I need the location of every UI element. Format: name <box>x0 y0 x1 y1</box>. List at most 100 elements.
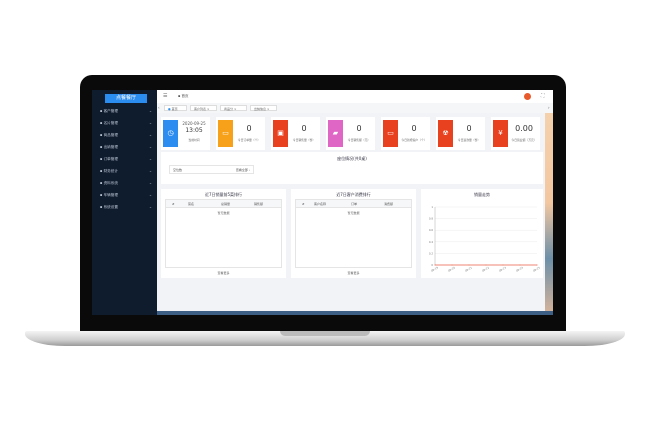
table2-header: # 客户名称 订单 消费额 <box>295 199 412 208</box>
data-point <box>485 264 487 266</box>
time: 13:05 <box>185 127 203 134</box>
table1-header: # 菜名 总销量 销售额 <box>165 199 282 208</box>
sales-trend-panel: 销量走势 0 0.2 0.4 0.6 0.8 1 09-19 09-20 09-21 09-22 0… <box>421 189 543 278</box>
col-dish: 菜名 <box>188 202 195 206</box>
sidebar-item[interactable]: ▪ 财务统计 ⌄ <box>100 167 152 175</box>
x-tick-label: 09-19 <box>430 265 439 272</box>
chevron-down-icon: ⌄ <box>148 109 152 113</box>
avatar[interactable] <box>524 93 531 100</box>
y-tick-label: 1 <box>431 205 433 209</box>
stat-card: ▣ 0 今日销售量（份） <box>271 117 320 150</box>
tab-customer-list[interactable]: 客户列表 × <box>190 105 217 111</box>
col-index: # <box>302 202 305 206</box>
col-index: # <box>172 202 175 206</box>
stat-value: 0.00 <box>515 124 533 133</box>
x-tick-label: 09-25 <box>532 265 541 272</box>
stat-card: ¥0.00 今日营业额（万元） <box>491 117 540 150</box>
tab-bar: ‹ ● 首页 客户列表 × 商品分 × 出纳信息 × › <box>157 103 553 113</box>
table2-body: 暂无数据 <box>295 208 412 268</box>
menu-toggle-icon[interactable]: ☰ <box>163 93 168 99</box>
sidebar-item[interactable]: ▪ 名片管理 ⌄ <box>100 119 152 127</box>
chevron-down-icon: ⌄ <box>148 121 152 125</box>
menu-icon: ▪ <box>100 157 104 161</box>
col-spend: 消费额 <box>384 202 394 206</box>
breadcrumb-home[interactable]: 首页 <box>181 94 189 98</box>
col-customer: 客户名称 <box>314 202 327 206</box>
data-point <box>434 264 436 266</box>
col-sales: 总销量 <box>221 202 231 206</box>
sidebar-item[interactable]: ▪ 出纳管理 ⌄ <box>100 143 152 151</box>
logo[interactable]: 点餐餐厅 <box>105 94 147 103</box>
tab-goods[interactable]: 商品分 × <box>220 105 247 111</box>
table2-title: 近7日客户消费排行 <box>336 192 371 197</box>
tab-home[interactable]: ● 首页 <box>164 105 187 111</box>
fullscreen-icon[interactable]: ⛶ <box>541 93 545 99</box>
col-amount: 销售额 <box>254 202 264 206</box>
sidebar-item[interactable]: ▪ 车辆管理 ⌄ <box>100 191 152 199</box>
data-point <box>536 264 538 266</box>
date: 2020-09-25 <box>182 121 206 126</box>
sidebar-item-label: 财务统计 <box>103 169 118 173</box>
stat-value: 0 <box>356 124 362 133</box>
overview-title: 座位情况(共0桌) <box>337 156 367 161</box>
sidebar-item-label: 车辆管理 <box>103 193 118 197</box>
empty-seat-item: 空位数 查看全部 › <box>169 165 254 174</box>
top-dishes-panel: 近7日销量前5菜排行 # 菜名 总销量 销售额 暂无数据 查看更多 <box>161 189 286 278</box>
y-tick-label: 0.6 <box>429 228 433 232</box>
stat-card: ▭ 0 今日新增客户（个） <box>381 117 430 150</box>
sidebar: 点餐餐厅 ▪ 客户管理 ⌄ ▪ 名片管理 ⌄ ▪ 商品管理 ⌄ ▪ 出纳管理 ⌄ ▪ 订单管理 ⌄… <box>92 90 157 315</box>
y-tick-label: 0.2 <box>429 251 433 255</box>
empty-text: 暂无数据 <box>217 211 230 215</box>
x-tick-label: 09-24 <box>515 265 524 272</box>
stat-label: 今日营业额（万元） <box>511 138 537 142</box>
sidebar-item-label: 名片管理 <box>103 121 118 125</box>
view-more-link[interactable]: 查看更多 <box>347 271 360 275</box>
tabs-right-arrow-icon[interactable]: › <box>548 105 550 110</box>
chart-title: 销量走势 <box>474 192 490 197</box>
x-tick-label: 09-21 <box>464 265 473 272</box>
tab-cashier[interactable]: 出纳信息 × <box>250 105 277 111</box>
stat-icon: ¥ <box>493 120 508 147</box>
stat-card: ▭ 0 今日订单量（个） <box>216 117 265 150</box>
clock-icon: ◷ <box>163 120 178 147</box>
data-point <box>468 264 470 266</box>
seat-overview-panel: 座位情况(共0桌) 空位数 查看全部 › <box>161 152 543 184</box>
chevron-down-icon: ⌄ <box>148 181 152 185</box>
chevron-down-icon: ⌄ <box>148 205 152 209</box>
sidebar-item[interactable]: ▪ 订单管理 ⌄ <box>100 155 152 163</box>
sidebar-item[interactable]: ▪ 系统设置 ⌄ <box>100 203 152 211</box>
col-orders: 订单 <box>351 202 358 206</box>
sidebar-item[interactable]: ▪ 客户管理 ⌄ <box>100 107 152 115</box>
y-tick-label: 0 <box>431 263 433 267</box>
empty-seat-label: 空位数 <box>173 168 183 172</box>
sales-trend-chart: 0 0.2 0.4 0.6 0.8 1 09-19 09-20 09-21 09-22 09-23 0… <box>429 205 541 273</box>
stat-card: ☢ 0 今日退款量（份） <box>436 117 485 150</box>
stat-value: 0 <box>411 124 417 133</box>
chevron-down-icon: ⌄ <box>148 193 152 197</box>
tabs-left-arrow-icon[interactable]: ‹ <box>158 105 160 110</box>
table1-title: 近7日销量前5菜排行 <box>204 192 243 197</box>
sidebar-item[interactable]: ▪ 商品管理 ⌄ <box>100 131 152 139</box>
home-icon: ▪ <box>178 94 182 98</box>
y-tick-label: 0.4 <box>429 240 433 244</box>
table1-body: 暂无数据 <box>165 208 282 268</box>
top-customers-panel: 近7日客户消费排行 # 客户名称 订单 消费额 暂无数据 查看更多 <box>291 189 416 278</box>
view-all-link[interactable]: 查看全部 › <box>235 168 250 172</box>
sidebar-item-label: 资料系统 <box>103 181 118 185</box>
top-header: ☰ ▪ 首页 ⛶ <box>157 90 553 103</box>
datetime-label: 当前时间 <box>188 138 200 142</box>
menu-icon: ▪ <box>100 109 104 113</box>
stat-icon: ☢ <box>438 120 453 147</box>
stat-label: 今日订单量（个） <box>237 138 261 142</box>
view-more-link[interactable]: 查看更多 <box>217 271 230 275</box>
menu-icon: ▪ <box>100 205 104 209</box>
laptop-notch <box>280 331 370 336</box>
sidebar-item-label: 出纳管理 <box>103 145 118 149</box>
sidebar-item-label: 订单管理 <box>103 157 118 161</box>
stat-label: 今日新增客户（个） <box>401 138 427 142</box>
menu-icon: ▪ <box>100 169 104 173</box>
menu-icon: ▪ <box>100 121 104 125</box>
breadcrumb: ▪ 首页 <box>178 94 189 99</box>
sidebar-item[interactable]: ▪ 资料系统 ⌄ <box>100 179 152 187</box>
y-tick-label: 0.8 <box>429 217 433 221</box>
